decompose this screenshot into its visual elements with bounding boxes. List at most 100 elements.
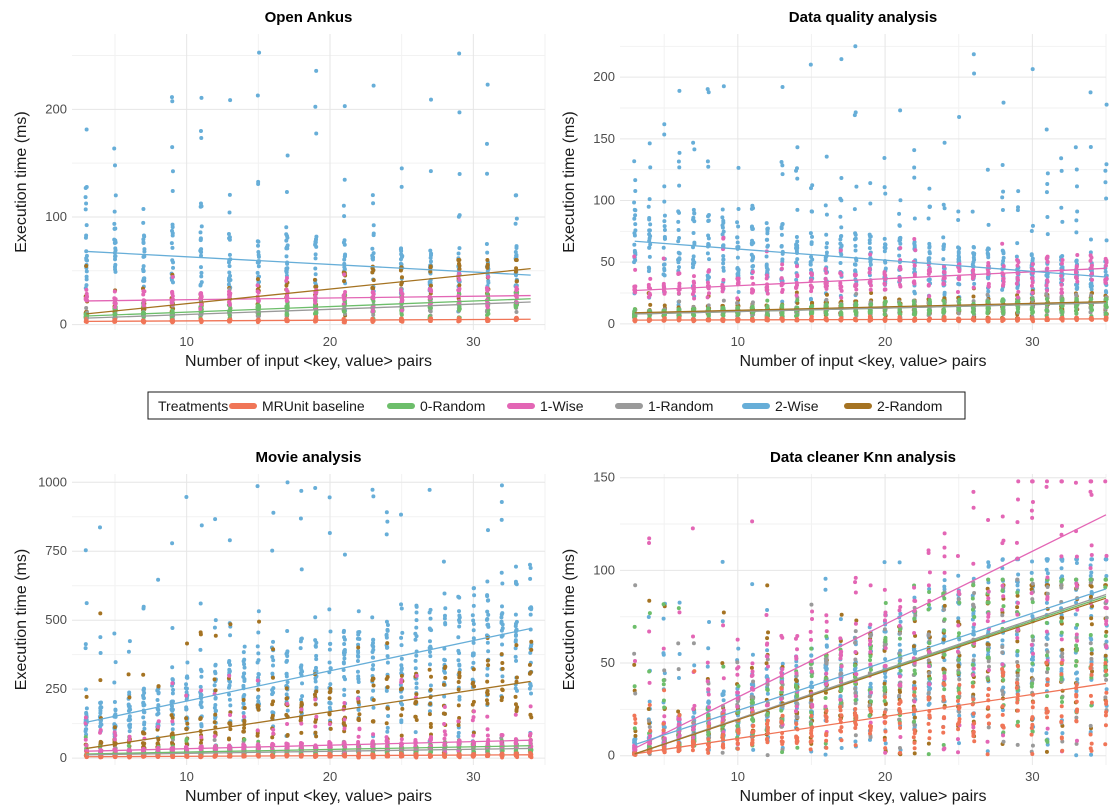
- data-point: [883, 191, 888, 196]
- y-tick-label: 750: [45, 543, 67, 558]
- data-point: [692, 296, 697, 301]
- data-point: [255, 705, 260, 710]
- data-point: [1103, 269, 1108, 274]
- data-point: [256, 658, 261, 663]
- data-point: [632, 242, 637, 247]
- data-point: [471, 603, 476, 608]
- x-tick-label: 10: [179, 334, 193, 349]
- data-point: [676, 227, 681, 232]
- data-point: [342, 552, 347, 557]
- data-point: [883, 299, 888, 304]
- data-point: [1001, 264, 1006, 269]
- x-tick-label: 20: [323, 334, 337, 349]
- data-point: [313, 702, 318, 707]
- data-point: [414, 634, 419, 639]
- data-point: [357, 630, 362, 635]
- data-point: [691, 231, 696, 236]
- data-point: [142, 247, 147, 252]
- data-point: [808, 231, 813, 236]
- data-point: [127, 639, 132, 644]
- data-point: [212, 677, 217, 682]
- data-point: [927, 250, 932, 255]
- data-point: [529, 691, 534, 696]
- data-point: [170, 699, 175, 704]
- data-point: [1015, 258, 1020, 263]
- data-point: [371, 201, 376, 206]
- data-point: [1030, 256, 1035, 261]
- data-point: [662, 219, 667, 224]
- data-point: [633, 213, 638, 218]
- y-axis-label: Execution time (ms): [561, 111, 578, 252]
- data-point: [442, 657, 447, 662]
- data-point: [255, 289, 260, 294]
- data-point: [284, 238, 289, 243]
- data-point: [399, 308, 404, 313]
- data-point: [113, 267, 118, 272]
- data-point: [357, 712, 362, 717]
- data-point: [1088, 237, 1093, 242]
- data-point: [898, 245, 903, 250]
- y-axis-label: Execution time (ms): [13, 549, 30, 690]
- data-point: [633, 250, 638, 255]
- data-point: [457, 110, 462, 115]
- data-point: [342, 650, 347, 655]
- data-point: [242, 662, 247, 667]
- data-point: [226, 231, 231, 236]
- data-point: [794, 242, 799, 247]
- data-point: [399, 656, 404, 661]
- data-point: [912, 241, 917, 246]
- data-point: [226, 282, 231, 287]
- data-point: [284, 283, 289, 288]
- data-point: [735, 220, 740, 225]
- data-point: [662, 268, 667, 273]
- data-point: [705, 159, 710, 164]
- data-point: [112, 737, 117, 742]
- data-point: [342, 104, 347, 109]
- y-tick-label: 0: [608, 316, 615, 331]
- data-point: [255, 93, 260, 98]
- data-point: [198, 230, 203, 235]
- data-point: [327, 607, 332, 612]
- data-point: [313, 719, 318, 724]
- data-point: [242, 678, 247, 683]
- data-point: [633, 258, 638, 263]
- data-point: [285, 243, 290, 248]
- data-point: [384, 532, 389, 537]
- data-point: [795, 298, 800, 303]
- data-point: [1059, 261, 1064, 266]
- data-point: [1000, 195, 1005, 200]
- data-point: [676, 291, 681, 296]
- data-point: [1059, 287, 1064, 292]
- data-point: [456, 214, 461, 219]
- data-point: [428, 683, 433, 688]
- data-point: [127, 734, 132, 739]
- data-point: [241, 698, 246, 703]
- data-point: [485, 701, 490, 706]
- data-point: [399, 643, 404, 648]
- data-point: [170, 231, 175, 236]
- data-point: [428, 269, 433, 274]
- data-point: [839, 198, 844, 203]
- data-point: [142, 702, 147, 707]
- data-point: [736, 207, 741, 212]
- data-point: [1088, 253, 1093, 258]
- data-point: [705, 87, 710, 92]
- data-point: [400, 630, 405, 635]
- data-point: [780, 287, 785, 292]
- data-point: [484, 141, 489, 146]
- data-point: [342, 693, 347, 698]
- data-point: [500, 666, 505, 671]
- data-point: [956, 251, 961, 256]
- data-point: [370, 615, 375, 620]
- data-point: [1074, 218, 1079, 223]
- data-point: [1103, 277, 1108, 282]
- data-point: [83, 642, 88, 647]
- data-point: [314, 734, 319, 739]
- data-point: [1060, 265, 1065, 270]
- data-point: [1044, 127, 1049, 132]
- data-point: [313, 730, 318, 735]
- data-point: [371, 268, 376, 273]
- data-point: [662, 122, 667, 127]
- data-point: [810, 209, 815, 214]
- data-point: [228, 291, 233, 296]
